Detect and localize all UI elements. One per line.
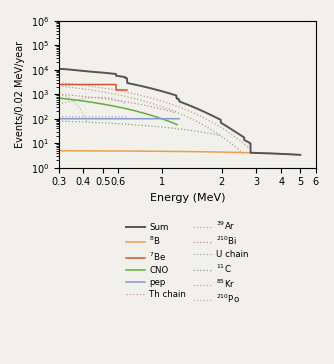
- Y-axis label: Events/0.02 MeV/year: Events/0.02 MeV/year: [15, 41, 25, 148]
- X-axis label: Energy (MeV): Energy (MeV): [150, 193, 225, 203]
- Legend: Sum, $^{8}$B, $^{7}$Be, CNO, pep, Th chain, $^{39}$Ar, $^{210}$Bi, U chain, $^{1: Sum, $^{8}$B, $^{7}$Be, CNO, pep, Th cha…: [123, 216, 252, 309]
